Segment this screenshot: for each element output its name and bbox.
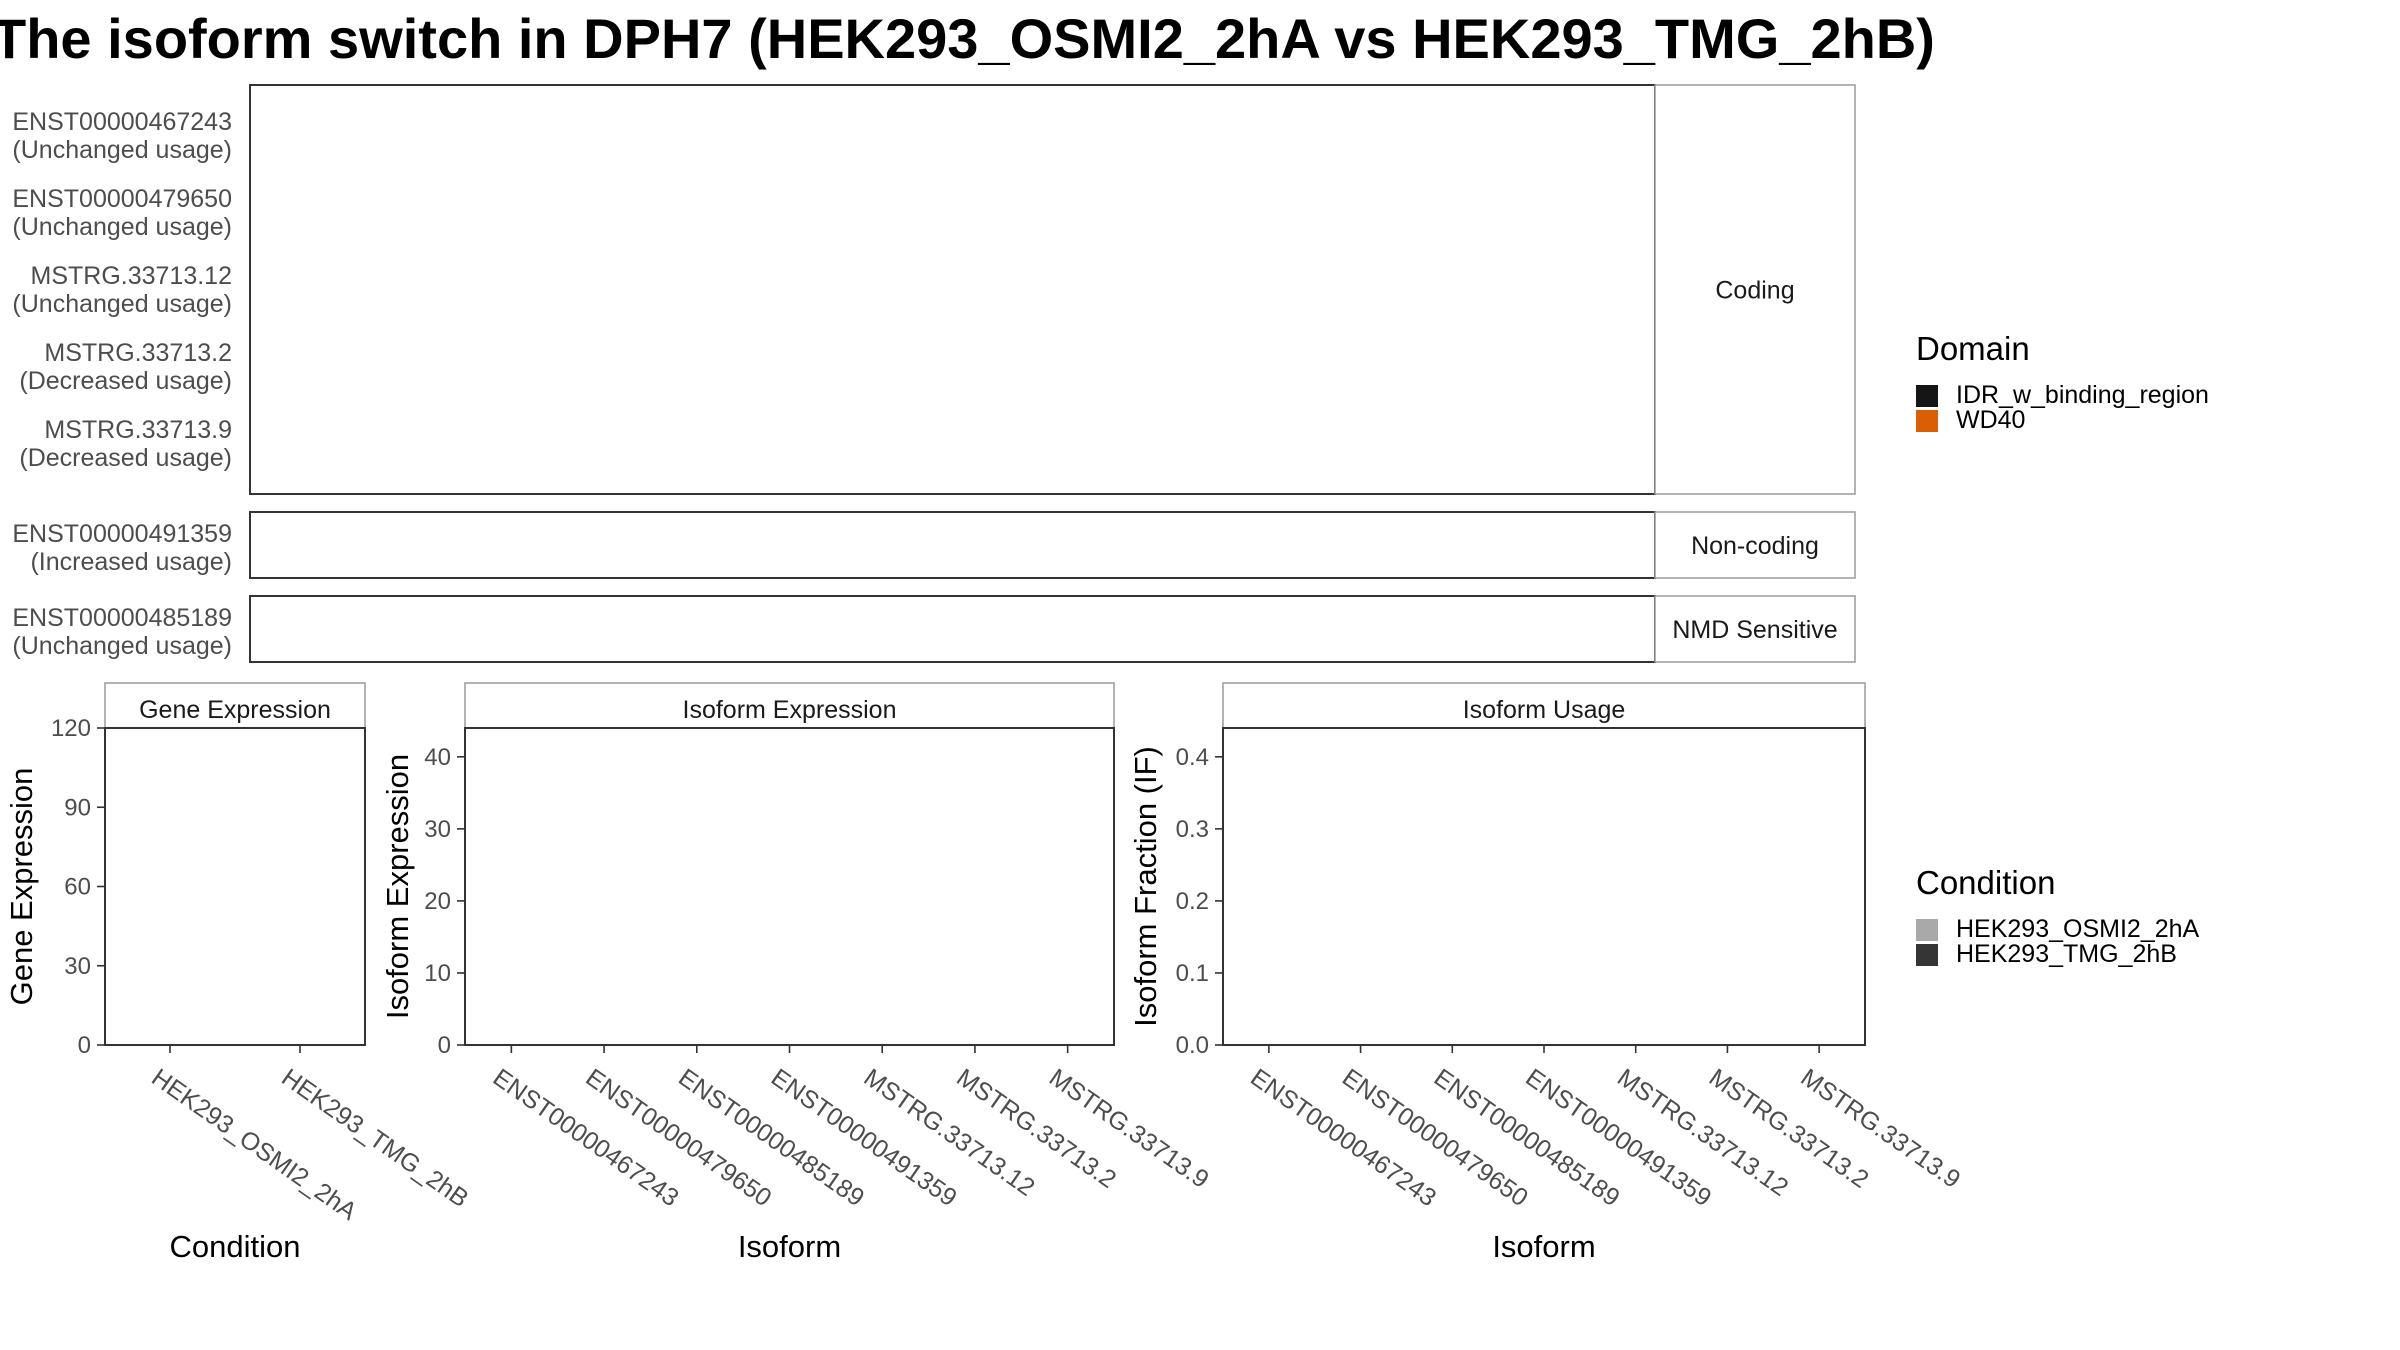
y-tick-label: 0 [78,1032,91,1059]
y-tick-label: 0.0 [1176,1032,1209,1059]
transcript-id-label: MSTRG.33713.9 [44,416,232,444]
legend-label: WD40 [1956,406,2025,434]
legend-title: Domain [1916,330,2030,367]
y-tick-label: 90 [64,794,91,821]
legend-title: Condition [1916,864,2055,901]
legend-label: HEK293_OSMI2_2hA [1956,915,2200,943]
chart-title: Gene Expression [139,696,331,724]
y-axis-title: Isoform Fraction (IF) [1128,746,1163,1027]
transcript-usage-label: (Decreased usage) [19,444,232,472]
y-tick-label: 0.2 [1176,888,1209,915]
gene-expression-chart: Gene Expression 0 30 60 90 120 HEK293_OSMI2_2h… [4,682,474,1264]
x-axis-title: Isoform [1492,1229,1595,1264]
isoform-expression-chart: Isoform Expression010203040ENST000004672… [380,682,1214,1264]
facet-strip [1654,84,1856,495]
y-tick-label: 30 [424,816,451,843]
panel-border [249,595,1656,663]
transcript-usage-label: (Decreased usage) [19,367,232,395]
facet-strip [464,682,1115,729]
plot-border [104,727,366,1046]
y-tick-label: 0.4 [1176,744,1209,771]
transcript-id-label: MSTRG.33713.2 [44,339,232,367]
y-tick-label: 120 [51,715,91,742]
facet-strip-label: Non-coding [1691,532,1819,560]
x-tick-label: MSTRG.33713.9 [1044,1063,1214,1194]
legend-label: HEK293_TMG_2hB [1956,940,2177,968]
y-axis-title: Isoform Expression [380,754,415,1019]
isoform-structure-panel: ENST00000467243(Unchanged usage)ENST0000… [12,84,1856,663]
transcript-id-label: ENST00000479650 [12,185,232,213]
legend-label: IDR_w_binding_region [1956,381,2209,409]
x-tick-label: MSTRG.33713.9 [1796,1063,1966,1194]
x-tick-label: MSTRG.33713.2 [1704,1063,1874,1194]
legend-swatch [1916,919,1938,941]
legend-swatch [1916,385,1938,407]
y-tick-label: 10 [424,960,451,987]
transcript-id-label: ENST00000485189 [12,604,232,632]
chart-title: Isoform Usage [1463,696,1626,724]
panel-border [249,84,1656,495]
y-tick-label: 0.3 [1176,816,1209,843]
plot-border [464,727,1115,1046]
facet-strip-label: NMD Sensitive [1672,616,1837,644]
y-tick-label: 0.1 [1176,960,1209,987]
y-tick-label: 60 [64,874,91,901]
y-tick-label: 40 [424,744,451,771]
isoform-group-coding: ENST00000467243(Unchanged usage)ENST0000… [12,84,1856,495]
y-axis-title: Gene Expression [4,768,39,1006]
y-tick-label: 20 [424,888,451,915]
x-tick-label: HEK293_OSMI2_2hA [146,1063,362,1226]
transcript-id-label: ENST00000467243 [12,108,232,136]
transcript-usage-label: (Unchanged usage) [12,290,232,318]
x-tick-label: MSTRG.33713.2 [951,1063,1121,1194]
transcript-id-label: ENST00000491359 [12,520,232,548]
facet-strip [1654,595,1856,663]
transcript-usage-label: (Increased usage) [30,548,232,576]
isoform-usage-chart: Isoform Usagensns****ns****0.00.10.20.30… [1128,682,1966,1264]
transcript-usage-label: (Unchanged usage) [12,136,232,164]
facet-strip [1654,511,1856,579]
transcript-usage-label: (Unchanged usage) [12,632,232,660]
transcript-id-label: MSTRG.33713.12 [31,262,233,290]
panel-border [249,511,1656,579]
facet-strip-label: Coding [1715,277,1794,305]
chart-title: Isoform Expression [683,696,897,724]
plot-border [1222,727,1866,1046]
isoform-group-nmd-sensitive: ENST00000485189(Unchanged usage) NMD Sens… [12,595,1856,663]
page-title: The isoform switch in DPH7 (HEK293_OSMI2… [0,7,1935,70]
y-tick-label: 30 [64,953,91,980]
legend-swatch [1916,410,1938,432]
x-axis-title: Condition [170,1229,301,1264]
transcript-usage-label: (Unchanged usage) [12,213,232,241]
x-axis-title: Isoform [738,1229,841,1264]
facet-strip [1222,682,1866,729]
y-tick-label: 0 [438,1032,451,1059]
isoform-group-non-coding: ENST00000491359(Increased usage) Non-codi… [12,511,1856,579]
legend-swatch [1916,944,1938,966]
